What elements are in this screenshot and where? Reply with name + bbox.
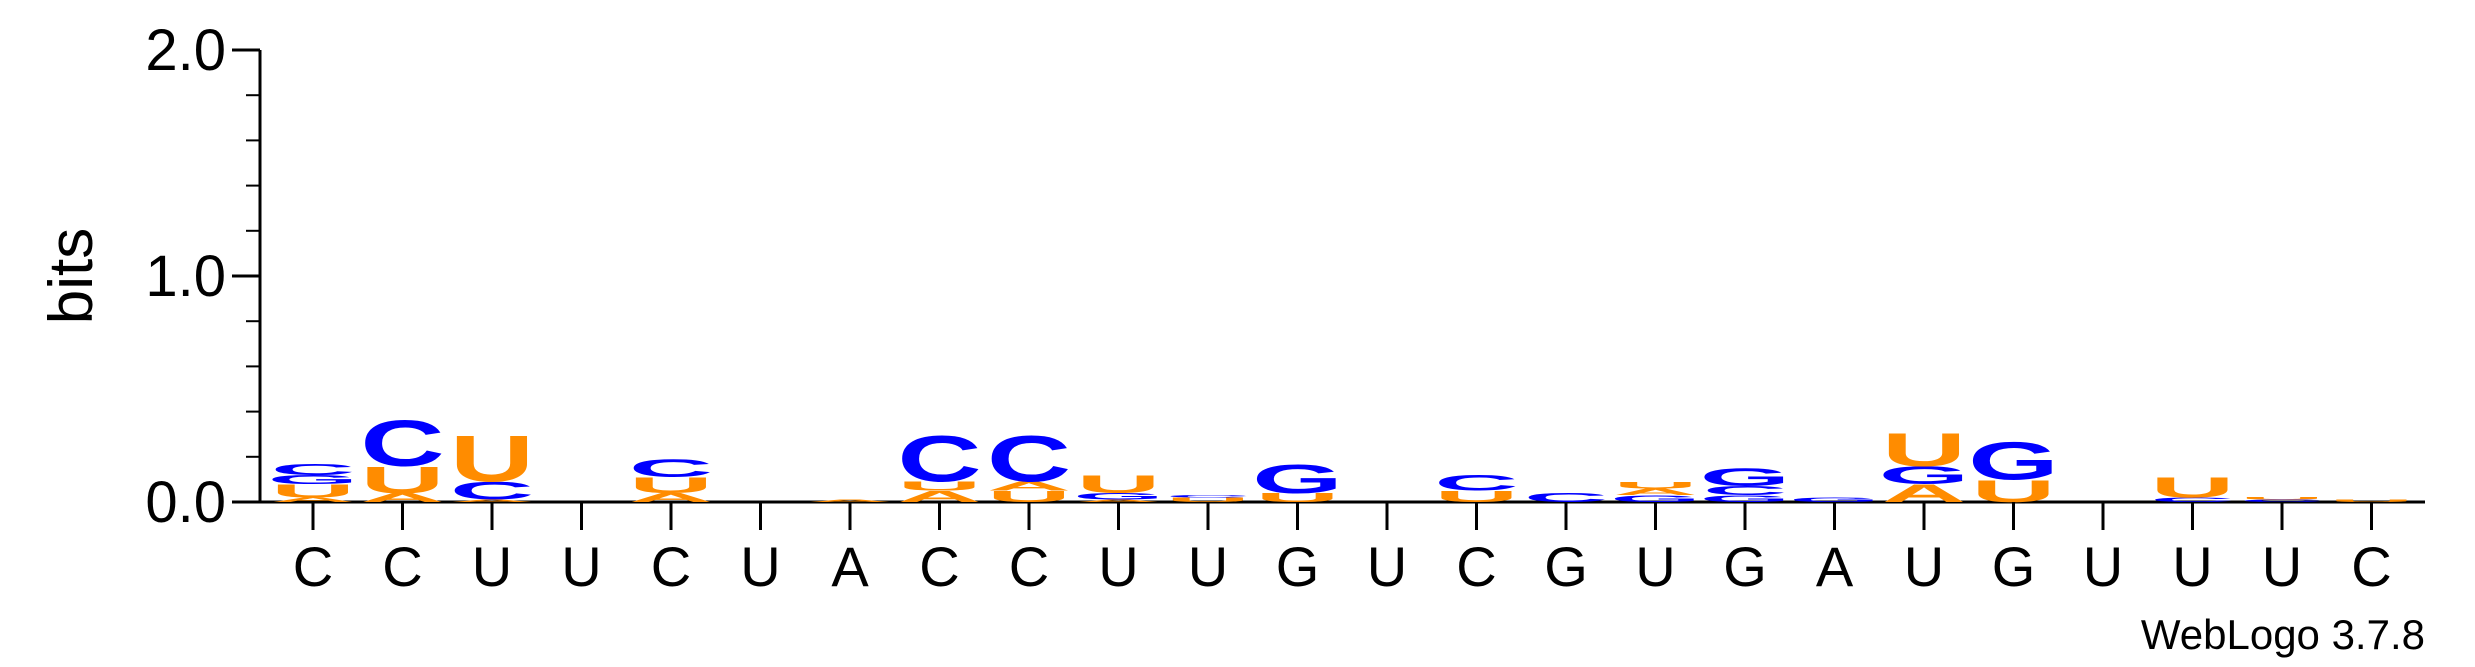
logo-letter-c: C (987, 423, 1071, 497)
logo-letter-u: U (271, 480, 355, 501)
x-tick-label: C (293, 535, 333, 598)
x-tick-label: U (2262, 535, 2302, 598)
x-tick-label: U (561, 535, 601, 598)
x-tick-label: C (1009, 535, 1049, 598)
logo-letter-c: C (1703, 484, 1787, 498)
logo-letter-u: U (987, 488, 1071, 506)
y-tick-label: 2.0 (145, 18, 226, 83)
logo-letter-u: U (2150, 472, 2234, 504)
logo-letter-c: C (2150, 496, 2234, 503)
x-tick-label: A (1816, 535, 1854, 598)
x-tick-label: C (919, 535, 959, 598)
logo-letter-g: G (1252, 456, 1343, 502)
x-tick-label: G (1992, 535, 2036, 598)
logo-letter-g: G (1700, 464, 1791, 492)
x-tick-label: A (831, 535, 869, 598)
logo-letter-g: G (1968, 432, 2059, 491)
x-tick-label: U (1098, 535, 1138, 598)
x-tick-label: G (1723, 535, 1767, 598)
logo-letter-g: G (1073, 491, 1164, 502)
logo-letter-c: C (897, 423, 981, 497)
x-tick-label: U (472, 535, 512, 598)
y-tick-label: 0.0 (145, 470, 226, 535)
x-tick-label: U (1367, 535, 1407, 598)
logo-letter-g: G (1700, 493, 1791, 504)
x-tick-label: U (740, 535, 780, 598)
x-tick-label: C (651, 535, 691, 598)
logo-letter-c: C (360, 407, 444, 481)
logo-letter-c: C (1434, 471, 1518, 496)
logo-letter-u: U (1255, 491, 1339, 505)
logo-letter-u: U (360, 460, 444, 502)
y-tick-label: 1.0 (145, 244, 226, 309)
logo-letter-a: A (1613, 487, 1697, 498)
logo-letter-u: U (1166, 496, 1250, 503)
logo-letter-a: A (1076, 499, 1160, 502)
logo-letter-a: A (450, 499, 534, 502)
logo-letter-a: A (629, 491, 713, 505)
logo-letter-a: A (360, 491, 444, 505)
x-tick-label: G (1276, 535, 1320, 598)
logo-letter-u: U (1434, 488, 1518, 506)
logo-letter-u: U (1882, 423, 1966, 476)
logo-letter-u: U (1076, 470, 1160, 498)
logo-letter-c: C (271, 461, 355, 479)
x-tick-label: C (1456, 535, 1496, 598)
logo-letter-a: A (271, 496, 355, 503)
x-tick-label: G (1544, 535, 1588, 598)
logo-letter-g: G (1879, 461, 1970, 489)
logo-letter-c: C (629, 455, 713, 483)
logo-letter-u: U (2329, 499, 2413, 502)
x-tick-label: U (2083, 535, 2123, 598)
logo-letter-u: U (629, 473, 713, 498)
logo-letter-c: C (1524, 491, 1608, 505)
x-tick-label: U (1904, 535, 1944, 598)
weblogo-credit: WebLogo 3.7.8 (2141, 611, 2425, 658)
logo-letter-u: U (1613, 480, 1697, 491)
logo-letter-g: G (268, 473, 359, 487)
logo-letter-c: C (1166, 495, 1250, 498)
logo-letter-g: G (1789, 496, 1880, 503)
logo-letter-c: C (450, 477, 534, 505)
logo-letter-c: C (2240, 499, 2324, 502)
logo-letter-a: A (987, 479, 1071, 493)
y-axis (258, 50, 2425, 504)
logo-letter-a: A (897, 488, 981, 506)
logo-letter-a: A (808, 499, 892, 502)
x-tick-label: C (2351, 535, 2391, 598)
logo-letter-u: U (450, 423, 534, 497)
y-axis-label: bits (37, 228, 106, 324)
logo-letter-u: U (897, 479, 981, 493)
x-tick-label: U (1188, 535, 1228, 598)
x-tick-label: C (382, 535, 422, 598)
logo-letter-u: U (2240, 497, 2324, 500)
x-tick-label: U (1635, 535, 1675, 598)
logo-letter-g: G (1610, 493, 1701, 504)
x-tick-label: U (2172, 535, 2212, 598)
